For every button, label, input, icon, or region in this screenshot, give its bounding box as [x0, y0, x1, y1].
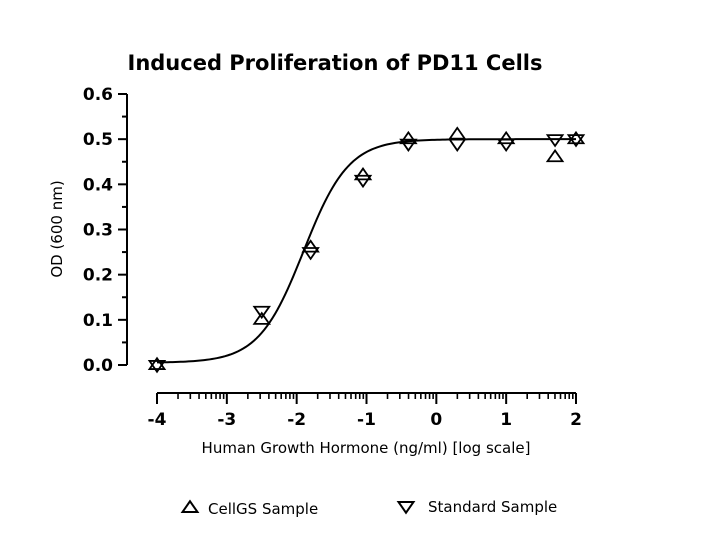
point-cellgs-sample [496, 130, 516, 145]
y-tick-label: 0.6 [83, 85, 113, 105]
chart-title: Induced Proliferation of PD11 Cells [128, 51, 543, 75]
x-axis-label: Human Growth Hormone (ng/ml) [log scale] [202, 439, 531, 457]
legend: CellGS Sample Standard Sample [180, 498, 557, 518]
legend-marker-standard-sample [396, 500, 416, 515]
point-cellgs-sample [399, 130, 418, 145]
x-tick-label: 0 [430, 410, 442, 430]
legend-label-cellgs-sample: CellGS Sample [208, 500, 318, 518]
point-cellgs-sample [252, 311, 271, 325]
point-cellgs-sample [353, 166, 373, 181]
y-tick-label: 0.2 [83, 266, 113, 286]
point-standard-sample [252, 305, 271, 320]
point-cellgs-sample [545, 148, 565, 163]
legend-triangle-down-icon [396, 500, 416, 515]
x-tick-label: -4 [148, 410, 167, 430]
y-tick-label: 0.0 [83, 356, 113, 376]
point-standard-sample [496, 138, 516, 153]
point-standard-sample [545, 134, 565, 148]
point-standard-sample [301, 247, 320, 261]
legend-marker-cellgs-sample [180, 499, 200, 514]
x-tick-label: 2 [570, 410, 582, 430]
y-axis: 0.0 0.1 0.2 0.3 0.4 0.5 0.6 [83, 85, 128, 376]
point-cellgs-sample [301, 239, 320, 253]
point-standard-sample [448, 138, 467, 153]
x-tick-label: -1 [357, 410, 376, 430]
y-tick-label: 0.5 [83, 130, 113, 150]
x-tick-label: -3 [217, 410, 236, 430]
legend-triangle-up-icon [180, 499, 200, 514]
point-standard-sample [147, 360, 167, 374]
point-standard-sample [399, 138, 418, 153]
point-standard-sample [353, 174, 373, 189]
legend-label-standard-sample: Standard Sample [428, 498, 557, 516]
point-cellgs-sample [448, 126, 467, 140]
x-tick-label: 1 [500, 410, 512, 430]
point-cellgs-sample [147, 356, 167, 370]
data-points [147, 126, 586, 374]
y-tick-label: 0.3 [83, 221, 113, 241]
x-axis: -4 -3 -2 -1 0 1 2 [148, 392, 582, 430]
point-standard-sample [566, 134, 586, 148]
y-tick-label: 0.4 [83, 175, 113, 195]
y-axis-label: OD (600 nm) [48, 180, 66, 277]
y-tick-label: 0.1 [83, 311, 113, 331]
x-tick-label: -2 [287, 410, 306, 430]
point-cellgs-sample [566, 130, 586, 145]
